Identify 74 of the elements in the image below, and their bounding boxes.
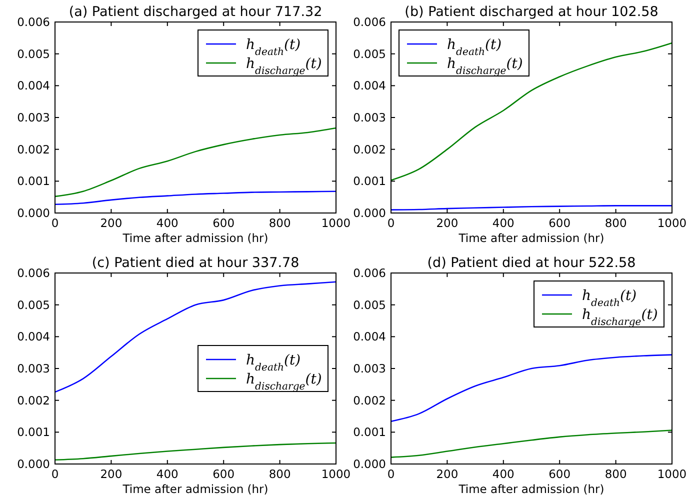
chart-title: (a) Patient discharged at hour 717.32 [68,4,322,20]
x-tick-label: 1000 [657,216,687,230]
x-tick-label: 0 [387,216,395,230]
y-tick-label: 0.006 [17,15,50,29]
y-tick-label: 0.004 [353,330,386,344]
x-tick-label: 400 [492,216,514,230]
legend-label: h$_{death}$(t) [246,37,301,58]
x-tick-label: 200 [436,216,458,230]
x-tick-label: 800 [268,216,291,230]
x-axis-title: Time after admission (hr) [458,231,604,245]
y-tick-label: 0.000 [17,457,50,471]
x-tick-label: 600 [548,216,571,230]
y-tick-label: 0.001 [353,425,386,440]
x-tick-label: 600 [212,216,235,230]
x-tick-label: 600 [548,467,571,481]
x-axis-title: Time after admission (hr) [122,482,268,496]
y-tick-label: 0.000 [353,457,386,471]
y-tick-label: 0.005 [17,298,50,312]
x-tick-label: 0 [51,467,59,481]
line-series [54,190,337,206]
legend-label: h$_{discharge}$(t) [246,372,322,392]
y-tick-label: 0.006 [353,15,386,29]
x-tick-label: 0 [387,467,395,481]
y-tick-label: 0.004 [17,330,50,344]
y-tick-label: 0.006 [353,266,386,280]
y-tick-label: 0.001 [353,174,386,188]
x-tick-label: 1000 [657,467,687,481]
legend-label: h$_{discharge}$(t) [447,56,523,76]
y-tick-label: 0.000 [353,206,386,220]
y-tick-label: 0.005 [17,46,50,61]
x-axis-title: Time after admission (hr) [458,482,604,496]
chart-title: (c) Patient died at hour 337.78 [92,255,300,271]
line-series [390,354,673,422]
x-tick-label: 0 [51,216,59,230]
y-tick-label: 0.001 [17,174,50,188]
y-tick-label: 0.003 [353,362,386,376]
legend-label: h$_{discharge}$(t) [246,56,322,76]
y-tick-label: 0.001 [17,425,50,440]
y-tick-label: 0.003 [353,110,386,124]
legend-label: h$_{discharge}$(t) [582,307,658,328]
legend-label: h$_{death}$(t) [447,37,502,58]
x-axis-title: Time after admission (hr) [122,231,268,245]
y-tick-label: 0.002 [353,393,386,408]
y-tick-label: 0.003 [17,362,50,376]
y-tick-label: 0.005 [353,46,386,61]
y-tick-label: 0.002 [353,142,386,156]
y-tick-label: 0.004 [17,78,50,93]
legend-label: h$_{death}$(t) [582,288,637,308]
x-tick-label: 1000 [321,216,351,230]
chart-title: (b) Patient discharged at hour 102.58 [404,4,658,20]
x-tick-label: 200 [100,216,122,230]
x-tick-label: 200 [100,467,122,481]
chart-title: (d) Patient died at hour 522.58 [427,255,636,271]
x-tick-label: 400 [156,216,178,230]
y-tick-label: 0.000 [17,206,50,220]
x-tick-label: 400 [156,467,178,481]
line-series [54,442,337,461]
line-series [390,430,673,458]
x-tick-label: 800 [268,467,291,481]
x-tick-label: 600 [212,467,235,481]
y-tick-label: 0.003 [17,110,50,124]
line-series [54,127,337,198]
x-tick-label: 400 [492,467,514,481]
x-tick-label: 200 [436,467,458,481]
y-tick-label: 0.004 [353,78,386,93]
line-series [54,281,337,393]
y-tick-label: 0.002 [17,393,50,408]
legend-label: h$_{death}$(t) [246,352,301,373]
x-tick-label: 800 [604,467,627,481]
x-tick-label: 800 [604,216,627,230]
y-tick-label: 0.005 [353,298,386,312]
y-tick-label: 0.006 [17,266,50,280]
y-tick-label: 0.002 [17,142,50,156]
x-tick-label: 1000 [321,467,351,481]
